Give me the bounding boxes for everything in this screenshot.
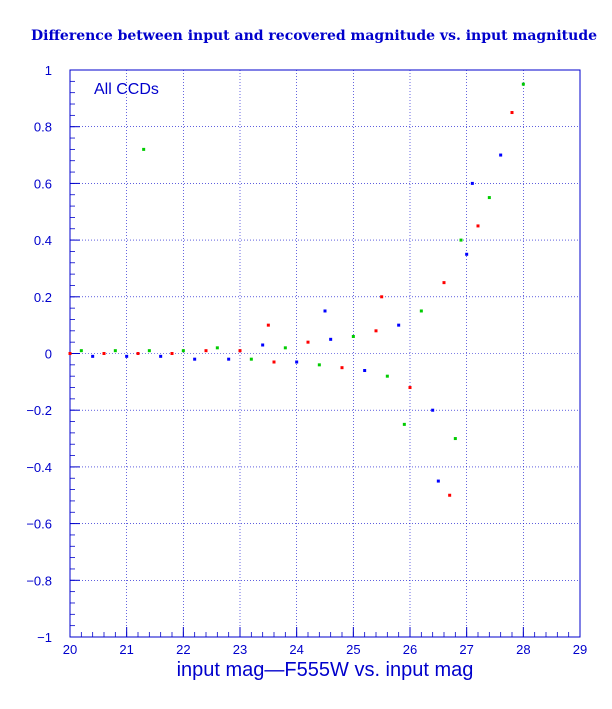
data-point: [249, 357, 253, 361]
chart-title: Difference between input and recovered m…: [31, 28, 597, 44]
y-tick-label: 0.2: [34, 290, 52, 305]
x-tick-label: 28: [516, 642, 530, 657]
data-point: [323, 309, 327, 313]
data-point: [181, 349, 185, 353]
x-tick-label: 25: [346, 642, 360, 657]
y-tick-label: 0.4: [34, 233, 52, 248]
data-point: [385, 374, 389, 378]
data-point: [204, 349, 208, 353]
data-point: [521, 82, 525, 86]
data-point: [459, 238, 463, 242]
y-tick-label: −0.8: [26, 573, 52, 588]
scatter-points: [68, 82, 525, 497]
x-tick-label: 24: [289, 642, 303, 657]
data-point: [419, 309, 423, 313]
data-point: [261, 343, 265, 347]
data-point: [91, 354, 95, 358]
data-point: [68, 352, 72, 355]
data-point: [340, 366, 344, 370]
data-point: [295, 360, 299, 364]
data-point: [453, 437, 457, 441]
data-point: [351, 334, 355, 338]
data-point: [397, 323, 401, 327]
data-point: [499, 153, 503, 157]
data-point: [329, 337, 333, 341]
x-axis-label: input mag—F555W vs. input mag: [177, 659, 474, 681]
data-point: [465, 252, 469, 256]
data-point: [374, 329, 378, 333]
data-point: [159, 354, 163, 358]
y-tick-label: 0.8: [34, 120, 52, 135]
y-tick-label: 0: [45, 347, 52, 362]
grid-lines: [70, 70, 580, 637]
data-point: [431, 408, 435, 412]
data-point: [142, 147, 146, 151]
x-axis-ticks: 20 21 22 23 24 25 26 27 28 29: [63, 627, 587, 657]
data-point: [510, 111, 514, 115]
y-tick-label: 0.6: [34, 176, 52, 191]
data-point: [125, 354, 129, 358]
data-point: [476, 224, 480, 228]
data-point: [470, 181, 474, 185]
data-point: [193, 357, 197, 361]
y-tick-label: −0.2: [26, 403, 52, 418]
y-tick-label: −0.6: [26, 517, 52, 532]
x-tick-label: 22: [176, 642, 190, 657]
data-point: [227, 357, 231, 361]
data-point: [238, 349, 242, 353]
data-point: [402, 422, 406, 426]
data-point: [448, 493, 452, 497]
y-tick-label: −0.4: [26, 460, 52, 475]
data-point: [147, 349, 151, 353]
plot-annotation: All CCDs: [94, 81, 159, 98]
x-tick-label: 27: [459, 642, 473, 657]
x-tick-label: 29: [573, 642, 587, 657]
data-point: [436, 479, 440, 483]
x-tick-label: 26: [403, 642, 417, 657]
y-tick-label: −1: [37, 630, 52, 645]
data-point: [283, 346, 287, 350]
y-tick-label: 1: [45, 63, 52, 78]
x-tick-label: 20: [63, 642, 77, 657]
data-point: [272, 360, 276, 364]
data-point: [487, 196, 491, 200]
data-point: [136, 352, 140, 355]
data-point: [79, 349, 83, 353]
data-point: [363, 369, 367, 373]
data-point: [380, 295, 384, 299]
data-point: [317, 363, 321, 367]
x-tick-label: 21: [119, 642, 133, 657]
data-point: [442, 281, 446, 285]
data-point: [170, 352, 174, 355]
data-point: [215, 346, 219, 350]
data-point: [408, 386, 412, 390]
y-axis-ticks: 1 0.8 0.6 0.4 0.2 0 −0.2 −0.4 −0.6 −0.8 −1: [26, 63, 80, 645]
data-point: [102, 352, 106, 355]
x-tick-label: 23: [233, 642, 247, 657]
data-point: [113, 349, 117, 353]
data-point: [266, 323, 270, 327]
data-point: [306, 340, 310, 344]
